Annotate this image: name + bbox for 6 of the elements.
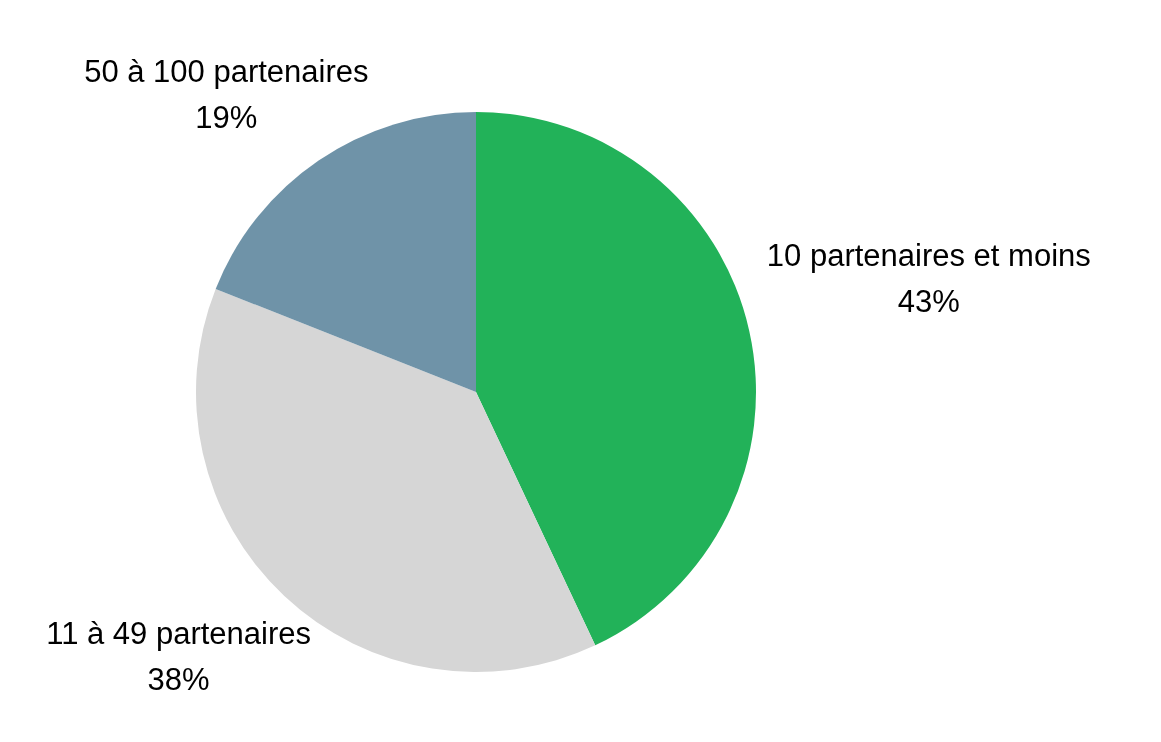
slice-label: 11 à 49 partenaires — [46, 615, 312, 651]
data-label: 43% — [897, 283, 960, 319]
data-label: 19% — [195, 99, 258, 135]
slice-label: 10 partenaires et moins — [766, 237, 1091, 273]
slice-label: 50 à 100 partenaires — [84, 53, 369, 89]
data-label: 38% — [147, 661, 210, 697]
